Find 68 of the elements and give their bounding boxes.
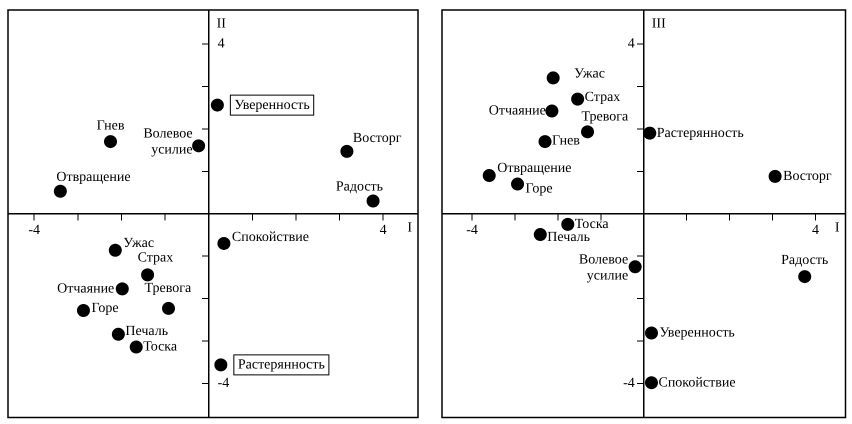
point — [628, 260, 642, 274]
annotation: Отчаяние — [488, 104, 546, 119]
point — [76, 304, 90, 318]
annotation: Горе — [526, 182, 553, 197]
y-axis-title: III — [652, 16, 666, 32]
annotation: Печаль — [547, 230, 590, 246]
point — [217, 236, 230, 250]
x-tick-label: 4 — [380, 222, 387, 238]
point — [214, 358, 228, 372]
point — [162, 302, 176, 315]
x-tick-label: -4 — [466, 222, 478, 238]
annotation: Уверенность — [234, 98, 310, 113]
x-tick-label: 4 — [812, 222, 819, 238]
point — [511, 178, 524, 191]
point — [546, 71, 560, 84]
point — [643, 126, 656, 140]
point — [116, 282, 129, 296]
annotation: Отвращение — [497, 161, 572, 176]
point — [112, 328, 125, 341]
point — [644, 326, 658, 340]
annotation: Ужас — [123, 236, 154, 251]
annotation: Радость — [781, 253, 828, 268]
annotation: Восторг — [783, 169, 832, 184]
point — [482, 169, 496, 182]
annotation: Страх — [138, 250, 174, 266]
annotation: Уверенность — [659, 326, 735, 341]
point — [340, 144, 354, 158]
annotation: Тревога — [144, 281, 192, 296]
point — [534, 228, 547, 242]
annotation: Восторг — [352, 131, 402, 146]
x-tick-label: -4 — [28, 222, 40, 238]
annotation: Печаль — [125, 324, 168, 339]
annotation: Волевое усилие — [578, 252, 628, 284]
annotation: Волевое усилие — [143, 126, 193, 158]
annotation: Ужас — [574, 66, 605, 82]
annotation: Тоска — [143, 340, 178, 355]
point — [104, 135, 117, 148]
annotation: Отвращение — [56, 170, 131, 185]
annotation: Страх — [584, 90, 620, 105]
point — [130, 340, 143, 354]
annotation: Спокойствие — [232, 230, 309, 246]
annotation: Гнев — [96, 118, 125, 134]
annotation: Горе — [91, 301, 119, 316]
point — [545, 104, 558, 118]
annotation: Радость — [336, 180, 384, 195]
point — [192, 139, 206, 152]
point — [210, 98, 224, 112]
point — [54, 184, 67, 198]
annotation: Тоска — [574, 217, 610, 232]
point — [141, 268, 154, 282]
point — [581, 125, 594, 138]
annotation: Растерянность — [656, 126, 744, 141]
point — [768, 170, 782, 183]
annotation: Тревога — [582, 109, 630, 124]
point — [644, 376, 658, 390]
point — [538, 135, 552, 148]
point — [798, 270, 812, 284]
x-axis-title: I — [834, 220, 840, 236]
point — [366, 194, 380, 208]
y-axis-title: II — [216, 16, 226, 32]
annotation: Растерянность — [238, 358, 325, 373]
annotation: Спокойствие — [658, 375, 736, 390]
x-axis-title: I — [407, 220, 412, 236]
point — [571, 92, 584, 106]
annotation: Гнев — [552, 133, 580, 148]
annotation: Отчаяние — [57, 282, 114, 297]
point — [108, 244, 122, 257]
point — [561, 218, 574, 231]
